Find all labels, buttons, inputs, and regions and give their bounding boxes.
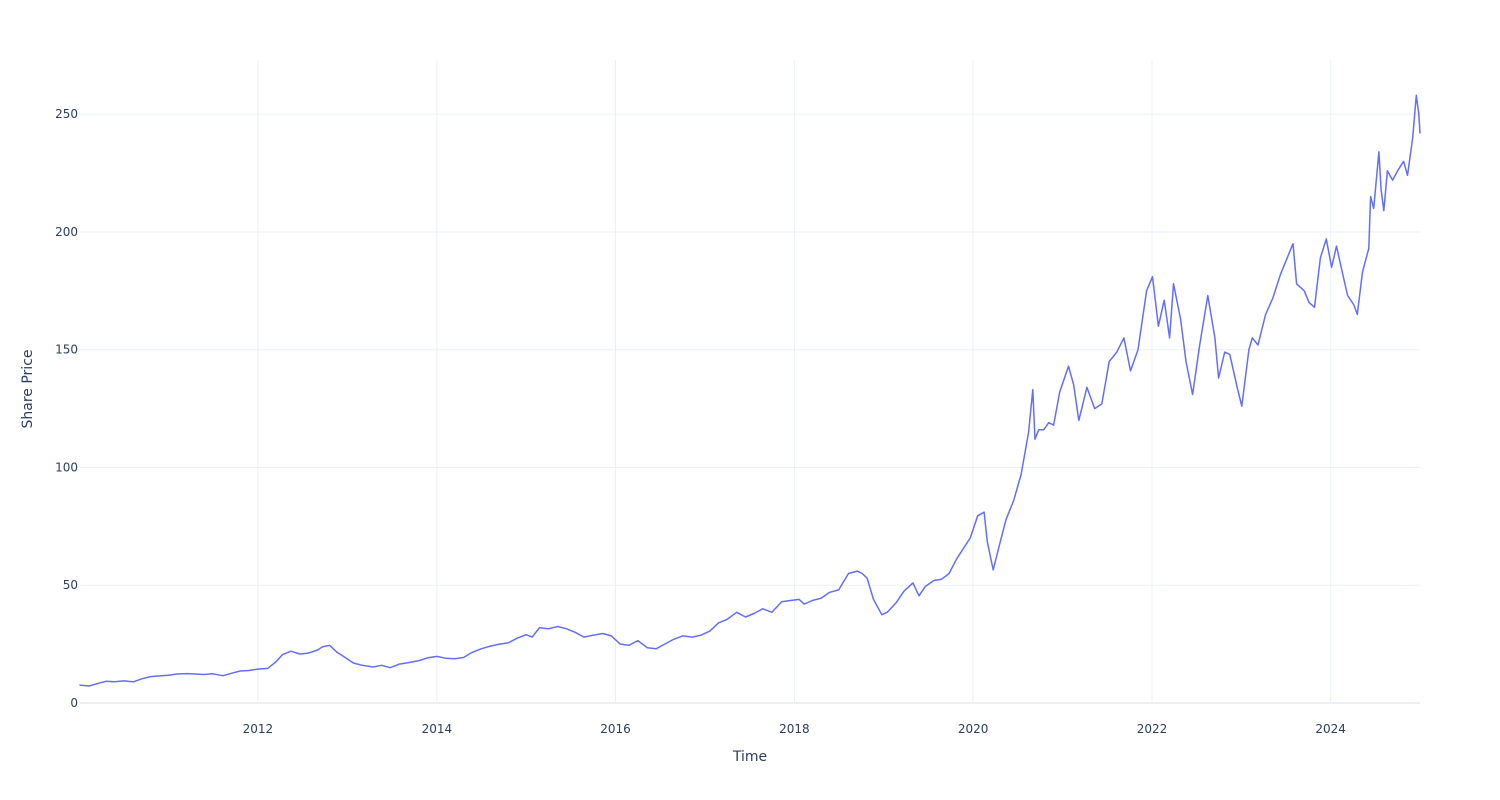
x-axis-title: Time	[732, 749, 767, 765]
x-tick-label: 2022	[1137, 722, 1168, 736]
y-tick-label: 100	[55, 460, 78, 474]
y-tick-label: 50	[63, 578, 78, 592]
grid-layer	[80, 60, 1420, 704]
x-axis-ticks: 2012 2014 2016 2018 2020 2022 2024	[243, 722, 1346, 736]
share-price-series-line	[79, 94, 1421, 687]
y-tick-label: 200	[55, 225, 78, 239]
series-layer	[79, 94, 1421, 687]
x-tick-label: 2024	[1315, 722, 1346, 736]
y-tick-label: 0	[70, 696, 78, 710]
y-tick-label: 250	[55, 107, 78, 121]
y-axis-ticks: 0 50 100 150 200 250	[55, 107, 78, 710]
y-axis-title: Share Price	[20, 349, 36, 428]
x-tick-label: 2018	[779, 722, 810, 736]
y-tick-label: 150	[55, 343, 78, 357]
x-tick-label: 2020	[958, 722, 989, 736]
x-tick-label: 2014	[422, 722, 453, 736]
x-tick-label: 2012	[243, 722, 274, 736]
x-tick-label: 2016	[600, 722, 631, 736]
